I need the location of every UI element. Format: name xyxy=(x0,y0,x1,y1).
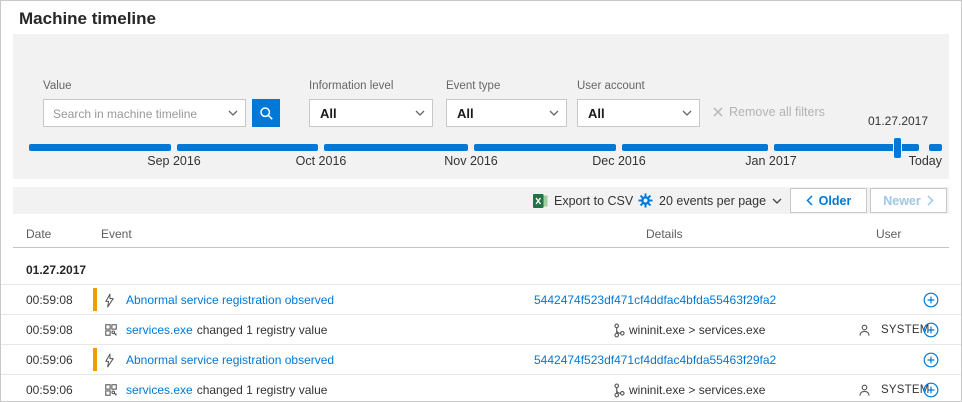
column-header-user: User xyxy=(876,227,902,241)
chevron-down-icon xyxy=(549,110,559,116)
chevron-right-icon xyxy=(927,195,934,206)
add-circle-icon[interactable] xyxy=(923,345,939,375)
severity-bar xyxy=(93,288,97,311)
add-circle-icon[interactable] xyxy=(923,375,939,401)
events-per-page-menu[interactable]: 20 events per page xyxy=(638,187,782,214)
alert-title-link[interactable]: Abnormal service registration observed xyxy=(126,353,335,367)
table-row: 00:59:06 services.exe changed 1 registry… xyxy=(1,374,961,401)
alert-title-link[interactable]: Abnormal service registration observed xyxy=(126,293,335,307)
page-title: Machine timeline xyxy=(19,9,156,28)
timeline-bar-segment[interactable] xyxy=(929,144,942,151)
process-name-link[interactable]: services.exe xyxy=(126,383,193,397)
process-chain-text: wininit.exe > services.exe xyxy=(629,383,766,397)
file-hash-link[interactable]: 5442474f523df471cf4ddfac4bfda55463f29fa2 xyxy=(534,293,777,307)
timeline-marker-date: 01.27.2017 xyxy=(867,114,929,128)
alert-lightning-icon xyxy=(104,345,115,375)
export-to-csv-button[interactable]: Export to CSV xyxy=(533,187,633,214)
user-account-label: User account xyxy=(577,80,645,92)
timeline-month-label: Dec 2016 xyxy=(592,154,646,168)
remove-all-filters-label: Remove all filters xyxy=(729,105,825,119)
timeline-month-label: Jan 2017 xyxy=(745,154,797,168)
timeline-month-label: Sep 2016 xyxy=(147,154,201,168)
event-description: services.exe changed 1 registry value xyxy=(126,375,328,401)
search-input[interactable] xyxy=(51,100,225,128)
timeline-bar-segment[interactable] xyxy=(774,144,919,151)
timeline-bar-segment[interactable] xyxy=(324,144,468,151)
timeline-position-marker[interactable] xyxy=(893,137,902,159)
process-tree-icon xyxy=(613,315,626,345)
event-type-label: Event type xyxy=(446,80,501,92)
table-toolbar: Export to CSV 20 events per page xyxy=(13,187,949,214)
header-divider xyxy=(13,247,949,248)
date-group-header: 01.27.2017 xyxy=(26,263,87,277)
add-circle-icon[interactable] xyxy=(923,315,939,345)
newer-label: Newer xyxy=(883,193,921,208)
chevron-down-icon xyxy=(682,110,692,116)
timeline-month-label: Oct 2016 xyxy=(295,154,347,168)
table-row: 00:59:08 services.exe changed 1 registry… xyxy=(1,314,961,344)
process-name-link[interactable]: services.exe xyxy=(126,323,193,337)
gear-icon xyxy=(638,193,653,208)
search-icon xyxy=(259,106,274,121)
timeline-bar-segment[interactable] xyxy=(474,144,616,151)
information-level-dropdown[interactable]: All xyxy=(309,99,433,127)
registry-icon xyxy=(104,315,118,345)
user-account-value: All xyxy=(588,106,605,121)
close-icon xyxy=(713,107,723,117)
newer-button[interactable]: Newer xyxy=(870,188,947,213)
table-row: 00:59:08 Abnormal service registration o… xyxy=(1,284,961,314)
user-name: SYSTEM xyxy=(881,324,930,336)
chevron-left-icon xyxy=(806,195,813,206)
event-description: services.exe changed 1 registry value xyxy=(126,315,327,345)
value-filter-label: Value xyxy=(43,80,72,92)
user-icon xyxy=(858,375,871,401)
process-chain-text: wininit.exe > services.exe xyxy=(629,323,766,337)
chevron-down-icon xyxy=(772,198,782,204)
timeline-bar-segment[interactable] xyxy=(29,144,171,151)
add-circle-icon[interactable] xyxy=(923,285,939,315)
remove-all-filters-button[interactable]: Remove all filters xyxy=(713,105,825,119)
alert-lightning-icon xyxy=(104,285,115,315)
event-description-text: changed 1 registry value xyxy=(196,383,328,397)
event-time: 00:59:08 xyxy=(26,293,73,307)
information-level-label: Information level xyxy=(309,80,394,92)
user-name: SYSTEM xyxy=(881,384,930,396)
timeline-today-label: Today xyxy=(908,154,942,168)
event-time: 00:59:06 xyxy=(26,383,73,397)
file-hash-link[interactable]: 5442474f523df471cf4ddfac4bfda55463f29fa2 xyxy=(534,353,777,367)
column-header-date: Date xyxy=(26,227,52,241)
process-tree-icon xyxy=(613,375,626,401)
older-button[interactable]: Older xyxy=(790,188,867,213)
chevron-down-icon[interactable] xyxy=(228,110,238,116)
search-button[interactable] xyxy=(252,99,280,127)
severity-bar xyxy=(93,348,97,371)
event-time: 00:59:06 xyxy=(26,353,73,367)
export-to-csv-label: Export to CSV xyxy=(554,193,634,208)
event-type-dropdown[interactable]: All xyxy=(446,99,567,127)
timeline-bar-segment[interactable] xyxy=(177,144,318,151)
timeline-search-combobox[interactable] xyxy=(43,99,246,128)
user-account-dropdown[interactable]: All xyxy=(577,99,700,127)
column-header-event: Event xyxy=(101,227,132,241)
event-description-text: changed 1 registry value xyxy=(196,323,328,337)
timeline-bar-segment[interactable] xyxy=(622,144,768,151)
table-row: 00:59:06 Abnormal service registration o… xyxy=(1,344,961,374)
timeline-month-label: Nov 2016 xyxy=(444,154,498,168)
information-level-value: All xyxy=(320,106,337,121)
chevron-down-icon xyxy=(415,110,425,116)
events-per-page-label: 20 events per page xyxy=(659,193,767,208)
event-time: 00:59:08 xyxy=(26,323,73,337)
excel-icon xyxy=(533,193,548,208)
registry-icon xyxy=(104,375,118,401)
filter-panel: Value Information level Event type User … xyxy=(13,34,949,179)
older-label: Older xyxy=(818,193,852,208)
column-header-details: Details xyxy=(646,227,683,241)
user-icon xyxy=(858,315,871,345)
event-type-value: All xyxy=(457,106,474,121)
